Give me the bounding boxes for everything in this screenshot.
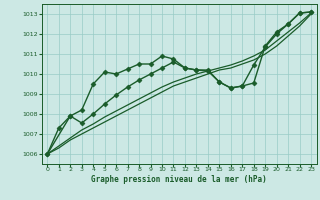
X-axis label: Graphe pression niveau de la mer (hPa): Graphe pression niveau de la mer (hPa)	[91, 175, 267, 184]
